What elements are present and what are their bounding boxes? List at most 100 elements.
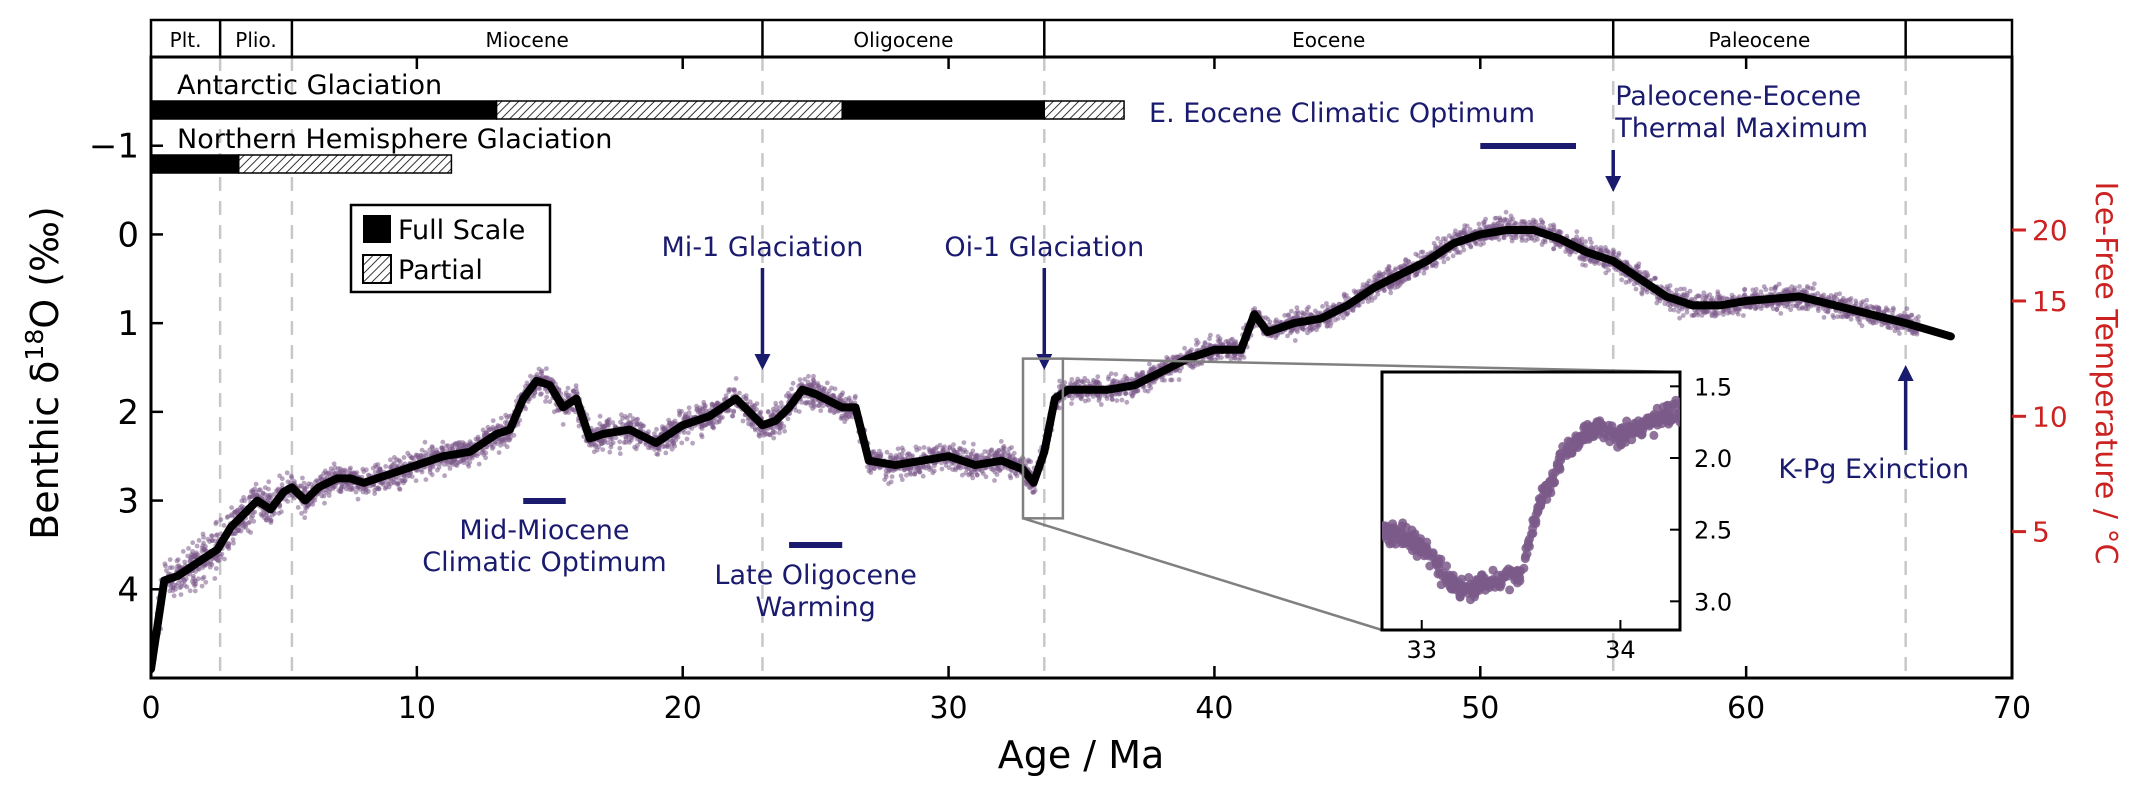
scatter-point — [1000, 445, 1006, 451]
scatter-point — [1497, 215, 1503, 221]
scatter-point — [656, 447, 662, 453]
scatter-point — [681, 430, 687, 435]
epoch-strip-frame — [149, 18, 2014, 59]
scatter-point — [284, 470, 290, 476]
scatter-point — [1393, 266, 1398, 272]
scatter-point — [1124, 399, 1130, 405]
scatter-point — [1551, 224, 1557, 230]
scatter-point — [831, 410, 837, 416]
scatter-point — [1292, 338, 1298, 343]
scatter-point — [427, 447, 433, 453]
scatter-point — [1421, 270, 1427, 276]
scatter-point — [690, 440, 695, 446]
scatter-point — [295, 505, 301, 510]
scatter-point — [245, 528, 251, 534]
scatter-point — [1821, 315, 1827, 320]
scatter-point — [765, 409, 771, 414]
scatter-point — [1289, 308, 1294, 314]
scatter-point — [666, 422, 672, 428]
scatter-point — [1110, 379, 1115, 385]
scatter-point — [1835, 314, 1841, 320]
scatter-point — [610, 420, 616, 426]
scatter-point — [1639, 291, 1645, 297]
scatter-point — [193, 569, 199, 574]
scatter-point — [797, 377, 803, 383]
scatter-point — [1306, 304, 1311, 310]
scatter-point — [1325, 304, 1331, 310]
scatter-point — [1588, 257, 1594, 262]
epoch-label: Oligocene — [853, 28, 953, 52]
scatter-point — [1778, 311, 1784, 316]
scatter-point — [803, 400, 808, 406]
epoch-label: Miocene — [486, 28, 569, 52]
scatter-point — [1324, 301, 1329, 306]
scatter-point — [1558, 230, 1564, 235]
scatter-point — [652, 447, 657, 452]
scatter-point — [1794, 303, 1800, 309]
scatter-point — [331, 461, 337, 467]
scatter-point — [1504, 217, 1509, 223]
scatter-point — [597, 413, 603, 419]
scatter-point — [1699, 294, 1705, 299]
scatter-point — [1633, 286, 1639, 292]
scatter-point — [1013, 471, 1019, 477]
scatter-point — [253, 481, 259, 487]
scatter-point — [1825, 308, 1831, 314]
scatter-point — [1109, 396, 1115, 402]
scatter-point — [573, 383, 579, 388]
scatter-point — [1674, 287, 1680, 293]
scatter-point — [1335, 316, 1341, 321]
scatter-point — [200, 531, 206, 537]
scatter-point — [493, 439, 498, 445]
scatter-point — [782, 428, 787, 434]
scatter-point — [1461, 247, 1467, 253]
scatter-point — [212, 576, 218, 581]
scatter-point — [699, 432, 704, 438]
scatter-point — [1808, 285, 1814, 291]
scatter-point — [326, 470, 332, 476]
scatter-point — [423, 477, 429, 482]
scatter-point — [1285, 312, 1291, 318]
scatter-point — [716, 419, 722, 425]
scatter-point — [652, 431, 657, 436]
scatter-point — [1129, 376, 1135, 382]
scatter-point — [1645, 272, 1651, 278]
scatter-point — [767, 432, 773, 438]
scatter-point — [445, 443, 451, 449]
scatter-point — [1320, 304, 1325, 309]
scatter-point — [1328, 320, 1334, 326]
scatter-point — [930, 470, 936, 476]
scatter-point — [1069, 401, 1074, 406]
scatter-point — [164, 568, 169, 573]
scatter-point — [951, 442, 956, 447]
scatter-point — [726, 389, 732, 395]
scatter-point — [1644, 289, 1650, 295]
scatter-point — [1623, 280, 1629, 285]
scatter-point — [917, 446, 922, 451]
scatter-point — [618, 419, 623, 425]
scatter-point — [1095, 374, 1101, 380]
scatter-point — [1128, 391, 1134, 397]
scatter-point — [988, 466, 994, 472]
scatter-point — [182, 559, 188, 565]
scatter-point — [1890, 305, 1896, 311]
scatter-point — [946, 465, 952, 471]
scatter-point — [1007, 446, 1012, 452]
scatter-point — [297, 483, 303, 489]
scatter-point — [360, 466, 366, 472]
scatter-point — [1904, 306, 1910, 311]
scatter-point — [1909, 330, 1915, 336]
scatter-point — [627, 412, 633, 418]
scatter-point — [321, 471, 327, 476]
scatter-point — [684, 436, 690, 442]
scatter-point — [218, 517, 224, 523]
scatter-point — [1701, 290, 1707, 296]
scatter-point — [217, 557, 222, 563]
scatter-point — [1108, 371, 1114, 376]
scatter-point — [998, 439, 1004, 444]
scatter-point — [1472, 240, 1478, 246]
scatter-point — [937, 442, 943, 448]
scatter-point — [301, 480, 307, 486]
scatter-point — [785, 416, 791, 422]
scatter-point — [192, 588, 198, 594]
